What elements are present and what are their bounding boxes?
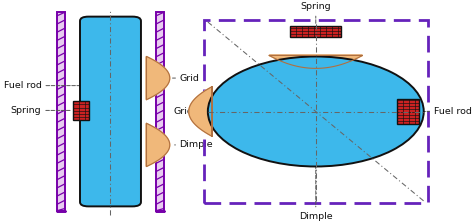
Polygon shape: [269, 56, 362, 68]
Bar: [156, 12, 164, 211]
Text: Dimple: Dimple: [299, 212, 333, 221]
Text: Fuel rod: Fuel rod: [434, 107, 472, 116]
Text: Dimple: Dimple: [180, 140, 213, 149]
Text: Grid: Grid: [173, 107, 193, 116]
Polygon shape: [146, 56, 170, 100]
Bar: [73, 101, 89, 120]
Text: Grid: Grid: [180, 74, 200, 83]
Bar: [57, 12, 65, 211]
Text: Fuel rod: Fuel rod: [4, 81, 42, 90]
Polygon shape: [189, 87, 212, 136]
Bar: [291, 26, 341, 37]
Bar: [397, 99, 419, 124]
Bar: [204, 20, 428, 203]
Text: Spring: Spring: [301, 2, 331, 11]
FancyBboxPatch shape: [80, 17, 141, 206]
Polygon shape: [146, 123, 170, 167]
Text: Spring: Spring: [11, 106, 42, 115]
Circle shape: [208, 56, 424, 167]
